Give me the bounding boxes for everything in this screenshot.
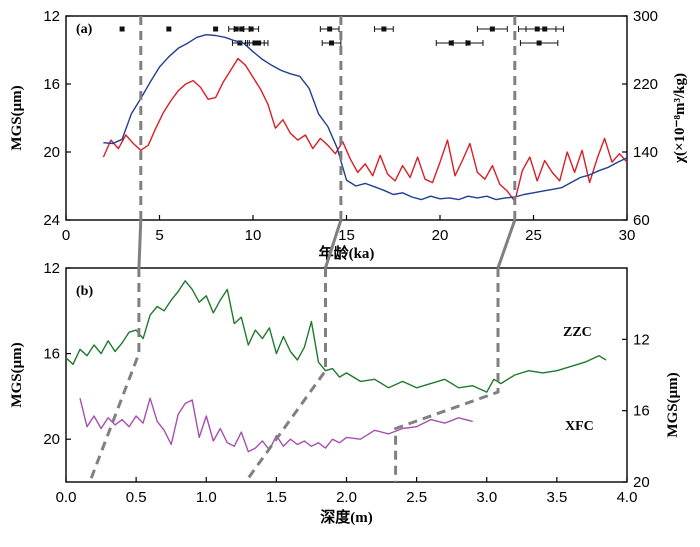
panel-b-y-tick-label-2: 20 (43, 431, 60, 448)
panel-b-series (65, 280, 607, 453)
age-marker-r1-5 (248, 26, 254, 32)
panel-a-x-tick-label-5: 25 (525, 227, 542, 244)
panel-b-x-tick-label-5: 2.5 (406, 489, 427, 506)
panel-b-y-axis-title: MGS(μm) (9, 342, 25, 407)
age-marker-r2-3 (329, 40, 335, 46)
age-marker-r2-2 (256, 40, 262, 46)
panel-b-ticks: 0.0 0.5 1.0 1.5 2.0 2.5 3.0 3.5 4.0 12 16 20 12 16 20 (43, 260, 649, 506)
panel-a-age-markers (119, 26, 564, 46)
panel-b-x-axis-title: 深度(m) (320, 508, 373, 526)
panel-b-x-tick-label-7: 3.5 (546, 489, 567, 506)
panel-a-x-tick-label-2: 10 (245, 227, 262, 244)
panel-a-x-tick-label-3: 15 (338, 227, 355, 244)
panel-a-label: (a) (76, 22, 93, 37)
age-marker-r1-6 (327, 26, 333, 32)
age-marker-r1-7 (381, 26, 387, 32)
age-marker-r2-5 (465, 40, 471, 46)
panel-a-y-tick-label-2: 20 (43, 144, 60, 161)
panel-a-series (102, 34, 628, 202)
series-line-zzc (65, 280, 607, 393)
panel-b-y2-tick-label-0: 12 (633, 331, 650, 348)
panel-b-y2-tick-label-2: 20 (633, 474, 650, 491)
age-marker-r2-0 (237, 40, 243, 46)
panel-b-x-tick-label-8: 4.0 (617, 489, 638, 506)
boundary-link-1 (324, 219, 343, 269)
panel-a-y-axis-title: MGS(μm) (9, 85, 25, 150)
age-marker-r1-8 (489, 26, 495, 32)
age-marker-r1-1 (166, 26, 172, 32)
panel-b-y-tick-label-1: 16 (43, 346, 60, 363)
age-marker-r1-0 (119, 26, 125, 32)
series-label-xfc: XFC (565, 419, 594, 434)
panel-b-x-tick-label-3: 1.5 (266, 489, 287, 506)
panel-b-x-tick-label-4: 2.0 (336, 489, 357, 506)
age-marker-r1-4 (239, 26, 245, 32)
panel-a-y2-axis-title: χ(×10⁻⁸m³/kg) (672, 73, 688, 164)
panel-a-x-tick-label-4: 20 (432, 227, 449, 244)
panel-a-x-tick-label-0: 0 (62, 227, 70, 244)
panel-b-y-tick-label-0: 12 (43, 260, 60, 277)
panel-a-y-tick-label-0: 12 (43, 8, 60, 25)
panel-a-ticks: 0 5 10 15 20 25 30 12 16 20 24 300 220 140 60 (43, 8, 658, 244)
panel-a-y2-tick-label-1: 220 (633, 76, 658, 93)
age-marker-r1-2 (213, 26, 219, 32)
boundary-dash-b-1 (244, 268, 327, 483)
series-label-zzc: ZZC (563, 325, 592, 340)
panel-b-x-tick-label-6: 3.0 (476, 489, 497, 506)
age-marker-r2-6 (536, 40, 542, 46)
panel-b: 0.0 0.5 1.0 1.5 2.0 2.5 3.0 3.5 4.0121620121620 … (9, 260, 681, 526)
panel-a-y2-tick-label-0: 300 (633, 8, 658, 25)
panel-b-y2-tick-label-1: 16 (633, 403, 650, 420)
panel-b-x-tick-label-2: 1.0 (196, 489, 217, 506)
panel-a-y-tick-label-1: 16 (43, 76, 60, 93)
panel-a-y2-tick-label-3: 60 (633, 212, 650, 229)
boundary-link-0 (137, 219, 143, 269)
panel-a-x-tick-label-1: 5 (155, 227, 163, 244)
panel-a-x-tick-label-6: 30 (619, 227, 636, 244)
panel-b-x-tick-label-0: 0.0 (56, 489, 77, 506)
correlation-lines (88, 16, 517, 483)
panel-b-y2-axis-title: MGS(μm) (665, 372, 681, 437)
age-marker-r2-4 (448, 40, 454, 46)
mgs-series-line (102, 57, 628, 202)
panel-b-label: (b) (76, 284, 93, 299)
boundary-link-2 (496, 219, 517, 269)
panel-b-x-tick-label-1: 0.5 (126, 489, 147, 506)
series-line-xfc (79, 397, 473, 453)
age-marker-r1-10 (542, 26, 548, 32)
boundary-dash-b-2 (394, 268, 500, 482)
panel-a-y-tick-label-3: 24 (43, 212, 60, 229)
chi-series-line (103, 34, 628, 201)
panel-a-y2-tick-label-2: 140 (633, 144, 658, 161)
